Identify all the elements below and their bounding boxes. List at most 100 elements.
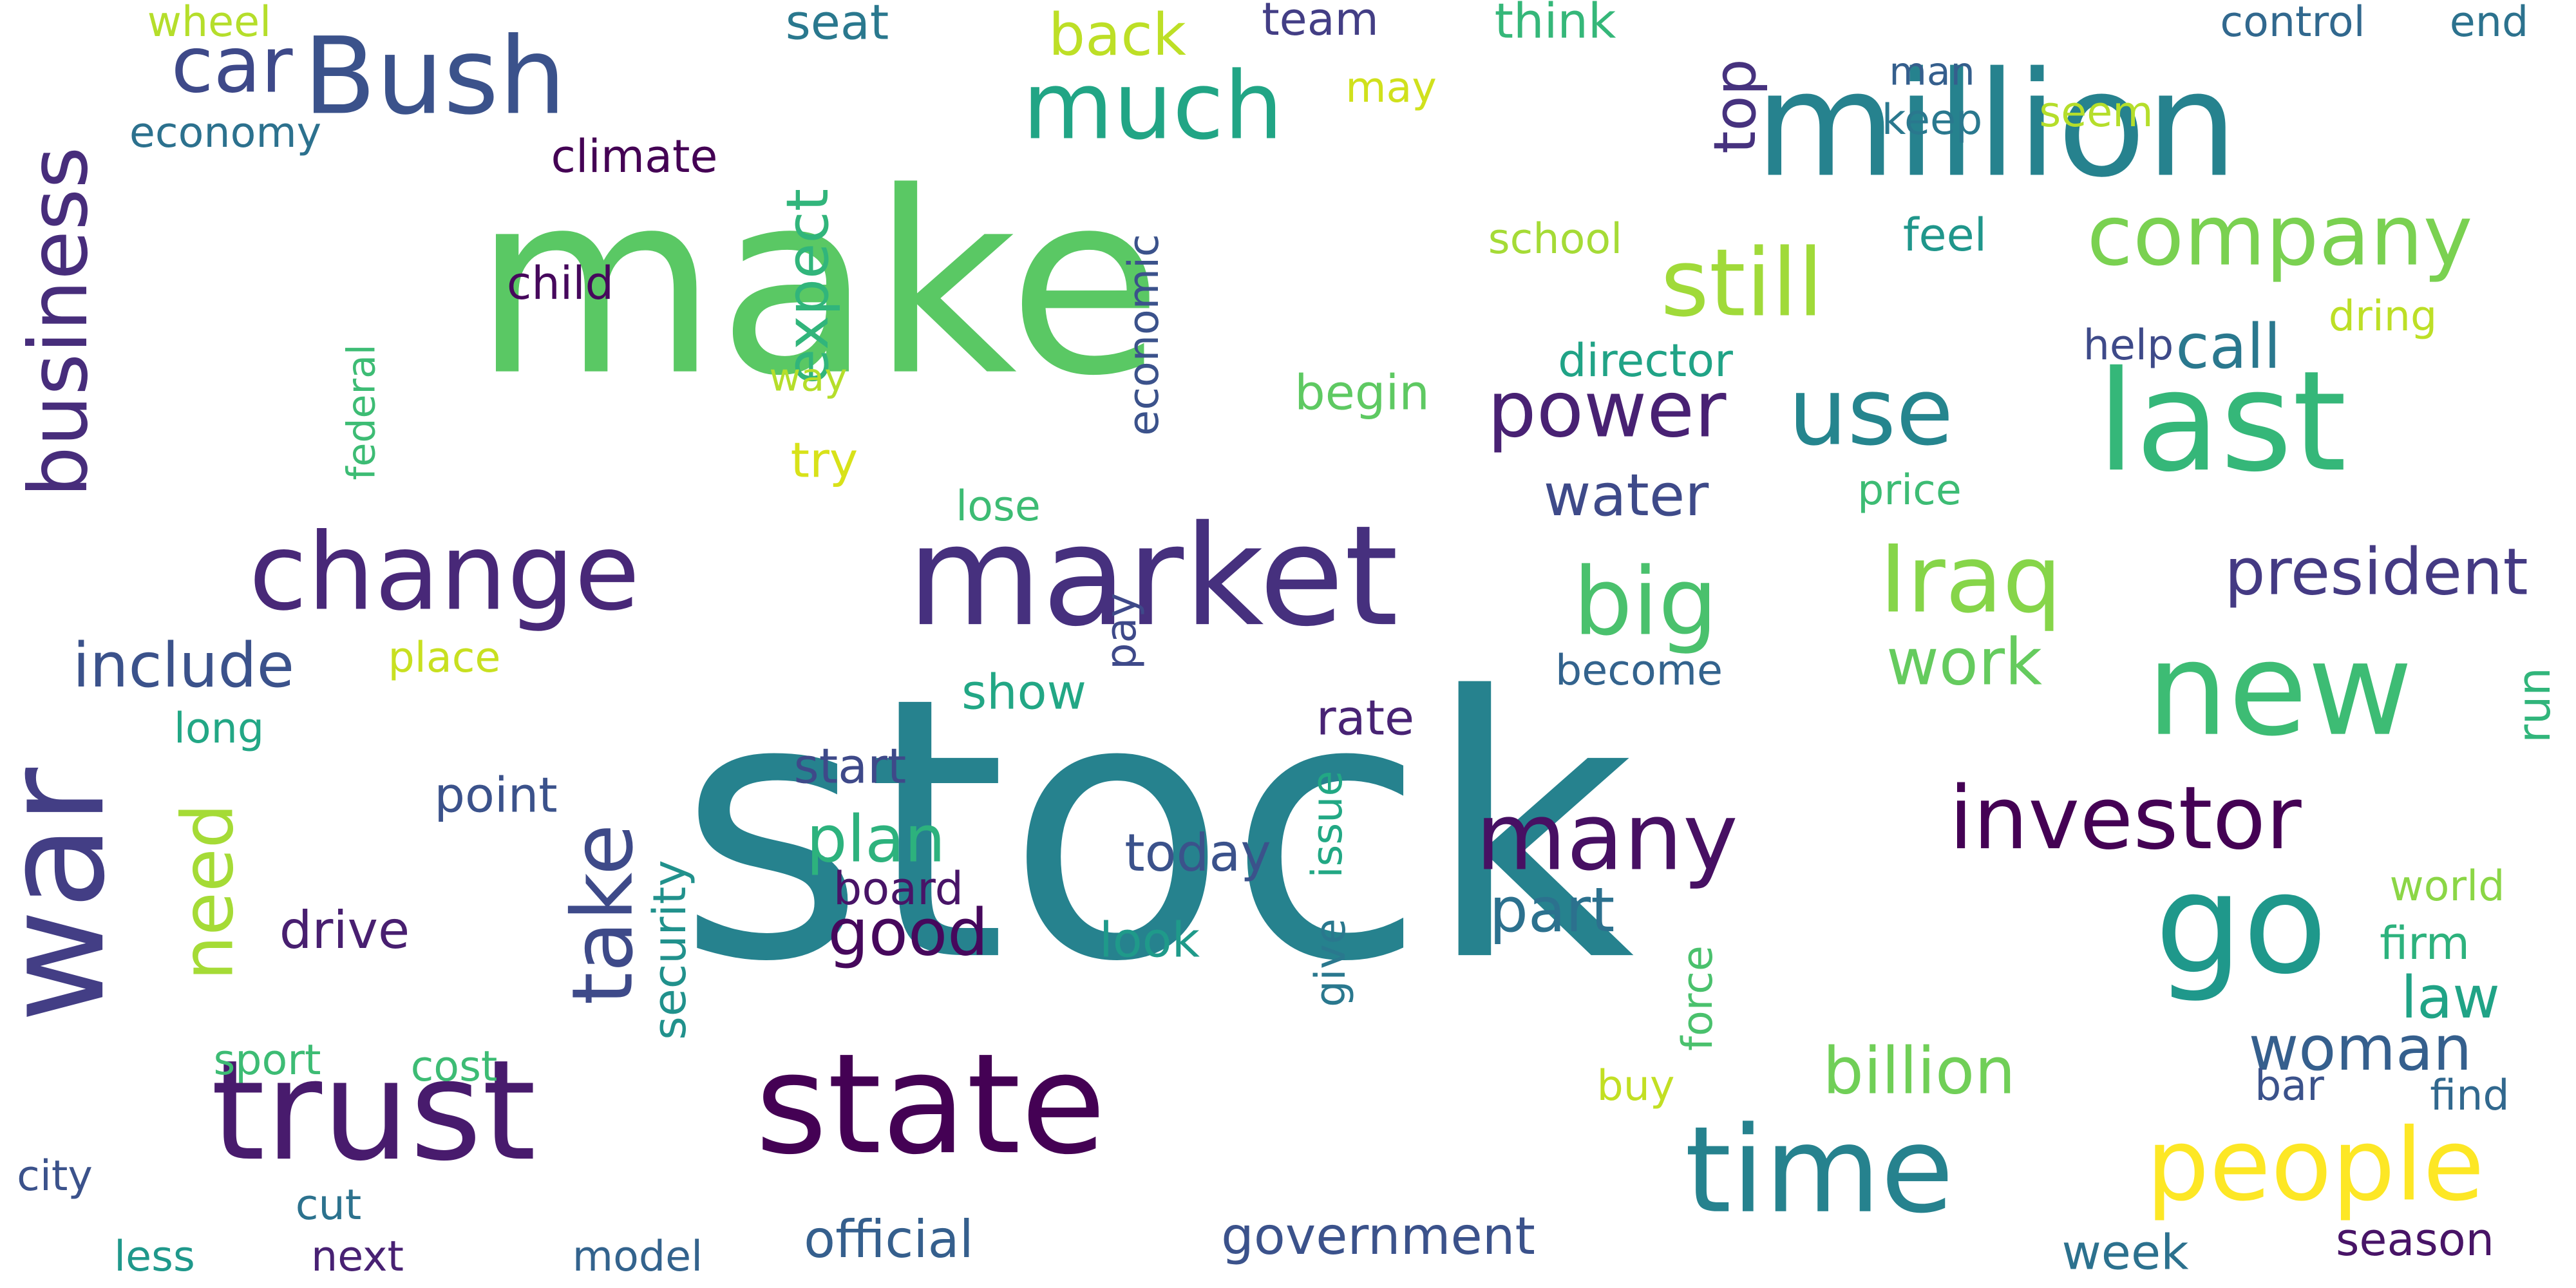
- word-iraq: Iraq: [1879, 526, 2061, 634]
- word-next: next: [311, 1233, 404, 1281]
- word-bar: bar: [2255, 1062, 2324, 1110]
- word-become: become: [1555, 647, 1723, 695]
- word-time: time: [1685, 1101, 1954, 1240]
- word-look: look: [1099, 912, 1200, 969]
- word-investor: investor: [1949, 768, 2302, 869]
- word-start: start: [794, 738, 907, 795]
- word-business: business: [12, 147, 106, 498]
- word-many: many: [1475, 783, 1738, 892]
- word-try: try: [791, 432, 858, 489]
- word-plan: plan: [806, 801, 945, 876]
- word-federal: federal: [339, 344, 384, 480]
- word-begin: begin: [1294, 365, 1430, 421]
- word-include: include: [73, 630, 294, 701]
- word-drive: drive: [279, 900, 410, 960]
- word-market: market: [907, 495, 1399, 657]
- word-pay: pay: [1097, 592, 1146, 670]
- word-long: long: [174, 705, 264, 753]
- word-security: security: [643, 860, 696, 1040]
- word-top: top: [1701, 59, 1769, 153]
- word-point: point: [434, 767, 557, 824]
- word-seem: seem: [2039, 88, 2153, 137]
- word-today: today: [1124, 823, 1271, 883]
- word-work: work: [1886, 624, 2042, 699]
- word-people: people: [2146, 1106, 2484, 1223]
- word-new: new: [2146, 615, 2412, 765]
- word-billion: billion: [1823, 1033, 2015, 1108]
- word-week: week: [2061, 1224, 2189, 1281]
- word-show: show: [961, 664, 1086, 721]
- word-make: make: [473, 138, 1163, 431]
- word-last: last: [2097, 341, 2347, 502]
- word-part: part: [1490, 875, 1615, 946]
- word-water: water: [1544, 462, 1709, 529]
- word-still: still: [1660, 229, 1823, 338]
- word-big: big: [1573, 548, 1718, 657]
- word-official: official: [804, 1209, 974, 1269]
- word-economic: economic: [1120, 234, 1168, 436]
- word-economy: economy: [129, 109, 321, 157]
- word-help: help: [2083, 321, 2174, 370]
- word-director: director: [1558, 334, 1733, 387]
- word-trust: trust: [211, 1030, 536, 1191]
- word-find: find: [2430, 1072, 2509, 1120]
- word-child: child: [507, 257, 614, 310]
- word-wheel: wheel: [147, 0, 271, 46]
- word-feel: feel: [1903, 209, 1987, 261]
- word-price: price: [1857, 466, 1962, 515]
- word-call: call: [2175, 312, 2280, 383]
- word-cost: cost: [411, 1043, 498, 1091]
- word-team: team: [1262, 0, 1379, 46]
- word-less: less: [114, 1233, 195, 1281]
- word-school: school: [1488, 215, 1622, 263]
- word-give: give: [1307, 918, 1355, 1007]
- word-may: may: [1345, 64, 1437, 112]
- word-need: need: [166, 804, 249, 981]
- word-season: season: [2336, 1213, 2494, 1266]
- word-back: back: [1048, 1, 1186, 69]
- word-keep: keep: [1882, 96, 1983, 144]
- word-car: car: [171, 21, 294, 111]
- word-stock: stock: [677, 621, 1634, 1041]
- word-board: board: [833, 862, 963, 915]
- word-change: change: [249, 510, 639, 634]
- word-model: model: [573, 1233, 703, 1281]
- word-much: much: [1023, 52, 1283, 161]
- word-good: good: [828, 895, 988, 970]
- word-think: think: [1495, 0, 1616, 50]
- word-end: end: [2450, 0, 2528, 46]
- word-man: man: [1889, 50, 1975, 95]
- word-seat: seat: [786, 0, 889, 51]
- word-take: take: [554, 824, 652, 1005]
- word-sport: sport: [213, 1036, 321, 1084]
- word-lose: lose: [956, 482, 1041, 531]
- word-buy: buy: [1597, 1062, 1675, 1110]
- word-go: go: [2155, 843, 2327, 1005]
- word-climate: climate: [551, 130, 718, 183]
- word-way: way: [769, 355, 847, 401]
- word-run: run: [2508, 667, 2561, 743]
- word-issue: issue: [1303, 771, 1352, 878]
- word-government: government: [1221, 1206, 1535, 1266]
- word-president: president: [2224, 534, 2528, 609]
- word-use: use: [1788, 358, 1954, 467]
- word-world: world: [2390, 862, 2505, 911]
- word-expect: expect: [774, 189, 842, 384]
- word-city: city: [17, 1152, 93, 1200]
- word-power: power: [1488, 366, 1727, 455]
- word-control: control: [2220, 0, 2365, 46]
- word-place: place: [388, 634, 501, 682]
- word-war: war: [0, 767, 135, 1023]
- word-woman: woman: [2249, 1014, 2472, 1084]
- word-law: law: [2401, 964, 2500, 1032]
- word-rate: rate: [1316, 690, 1414, 746]
- word-state: state: [755, 1023, 1106, 1185]
- word-dring: dring: [2329, 292, 2438, 341]
- word-million: million: [1755, 41, 2238, 210]
- word-bush: Bush: [303, 14, 566, 138]
- word-company: company: [2087, 187, 2472, 285]
- word-force: force: [1674, 945, 1722, 1051]
- word-cut: cut: [296, 1181, 361, 1229]
